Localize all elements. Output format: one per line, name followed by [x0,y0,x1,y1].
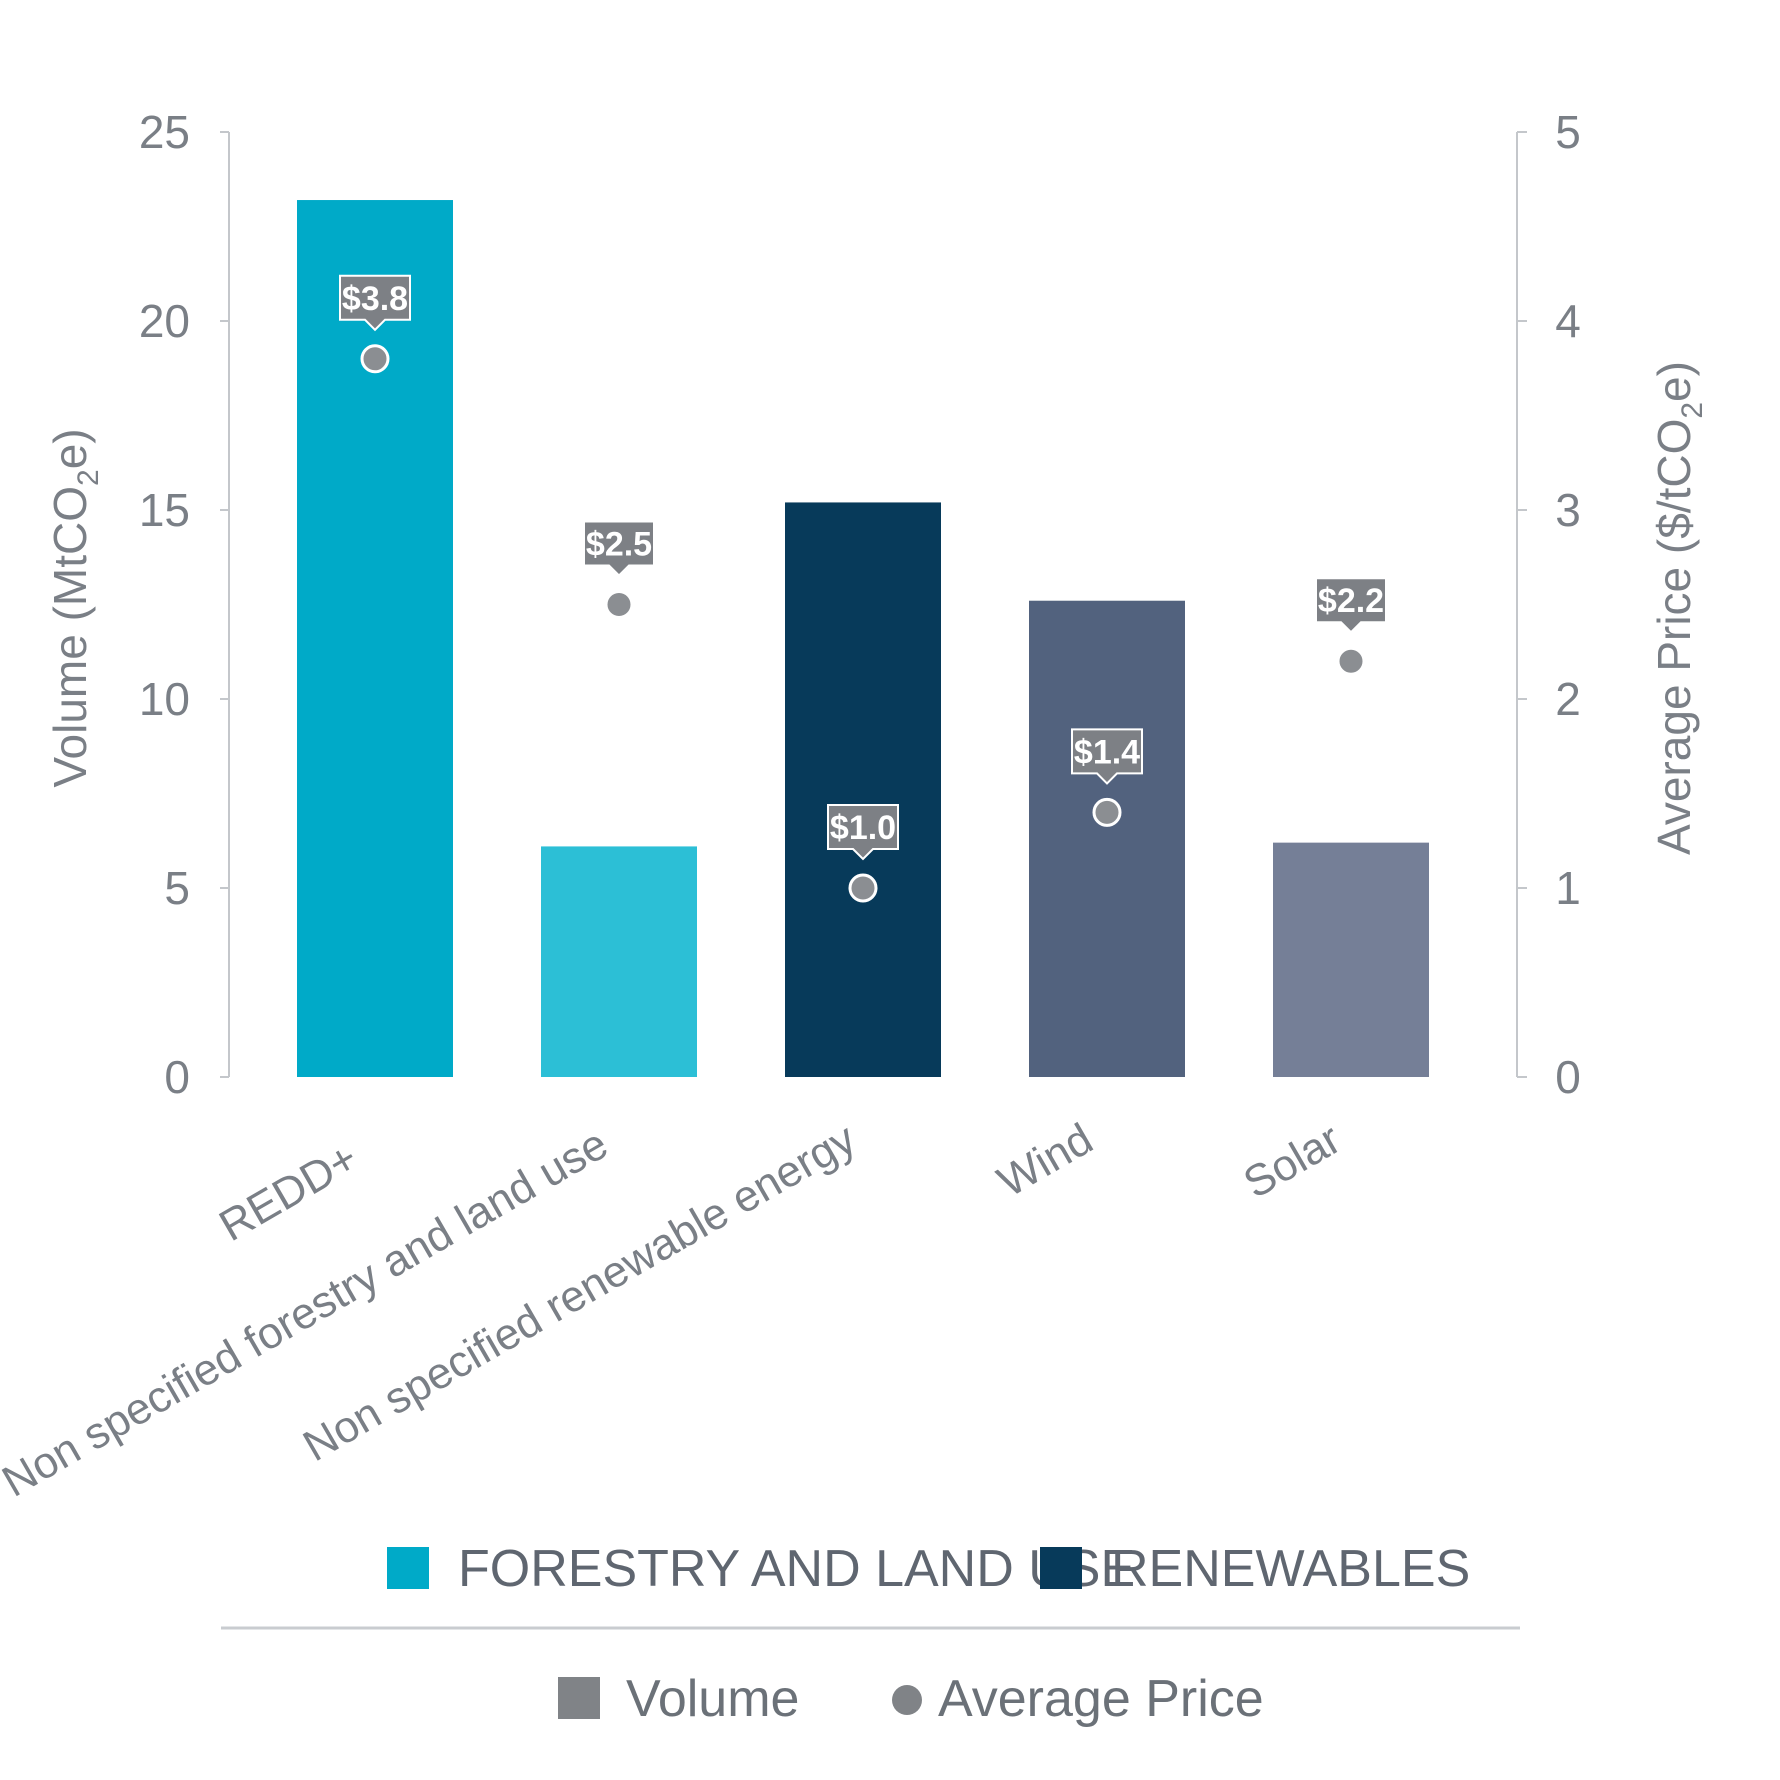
legend-label-volume: Volume [626,1670,799,1728]
left-tick-label: 15 [139,484,190,536]
left-y-axis: 0 5 10 15 20 25 [139,106,230,1103]
price-callout-box [1071,728,1143,785]
price-callout-label: $1.4 [1074,733,1140,771]
price-callout-box [1315,577,1387,634]
price-callout-box [827,804,899,861]
right-tick-label: 1 [1555,862,1581,914]
volume-bar [1273,842,1429,1077]
legend-marker-price [892,1685,922,1715]
legend-label-price: Average Price [938,1670,1264,1728]
y-axis-title-sub: 2 [72,469,105,486]
price-marker [1092,797,1122,827]
y-axis-title-end: e) [44,428,96,469]
price-callout-label: $2.5 [586,526,652,564]
category-label: Solar [1236,1114,1349,1208]
left-tick-label: 10 [139,673,190,725]
y-axis-title: Volume (MtCO2e) [44,428,105,787]
volume-bar [1029,600,1185,1077]
price-marker [604,590,634,619]
legend-swatch-volume [558,1677,600,1719]
volume-bar [785,502,941,1077]
right-tick-label: 2 [1555,673,1581,725]
right-tick-label: 3 [1555,484,1581,536]
left-tick-label: 25 [139,106,190,158]
volume-bars [297,200,1429,1078]
price-marker [1336,646,1366,676]
right-y-axis: 0 1 2 3 4 5 [1516,106,1581,1103]
y2-axis-title-end: e) [1648,361,1700,402]
price-marker [848,873,878,903]
volume-bar [541,846,697,1077]
left-tick-label: 5 [164,862,190,914]
y2-axis-title: Average Price ($/tCO2e) [1648,361,1709,855]
price-marker [360,344,390,374]
y2-axis-title-sub: 2 [1676,402,1709,419]
legend-swatch-renewables [1040,1547,1082,1589]
price-callout-label: $2.2 [1318,582,1384,620]
right-tick-label: 0 [1555,1051,1581,1103]
category-labels: REDD+Non specified forestry and land use… [0,1114,1349,1506]
category-label: Wind [990,1114,1101,1207]
y2-axis-title-main: Average Price ($/tCO [1648,419,1700,855]
right-tick-label: 5 [1555,106,1581,158]
left-tick-label: 0 [164,1051,190,1103]
price-markers: $3.8 $2.5 $1.0 $1.4 $2.2 [339,274,1387,903]
volume-bar [297,200,453,1078]
price-callout-label: $1.0 [830,809,896,847]
legend-label-renewables: RENEWABLES [1111,1540,1470,1598]
y-axis-title-main: Volume (MtCO [44,486,96,788]
price-callout-box [339,274,411,332]
legend-label-forestry: FORESTRY AND LAND USE [458,1540,1135,1598]
category-label: REDD+ [211,1133,366,1251]
right-tick-label: 4 [1555,295,1581,347]
price-callout-box [583,520,655,577]
left-tick-label: 20 [139,295,190,347]
legend-swatch-forestry [387,1547,429,1589]
price-callout-label: $3.8 [342,280,408,318]
